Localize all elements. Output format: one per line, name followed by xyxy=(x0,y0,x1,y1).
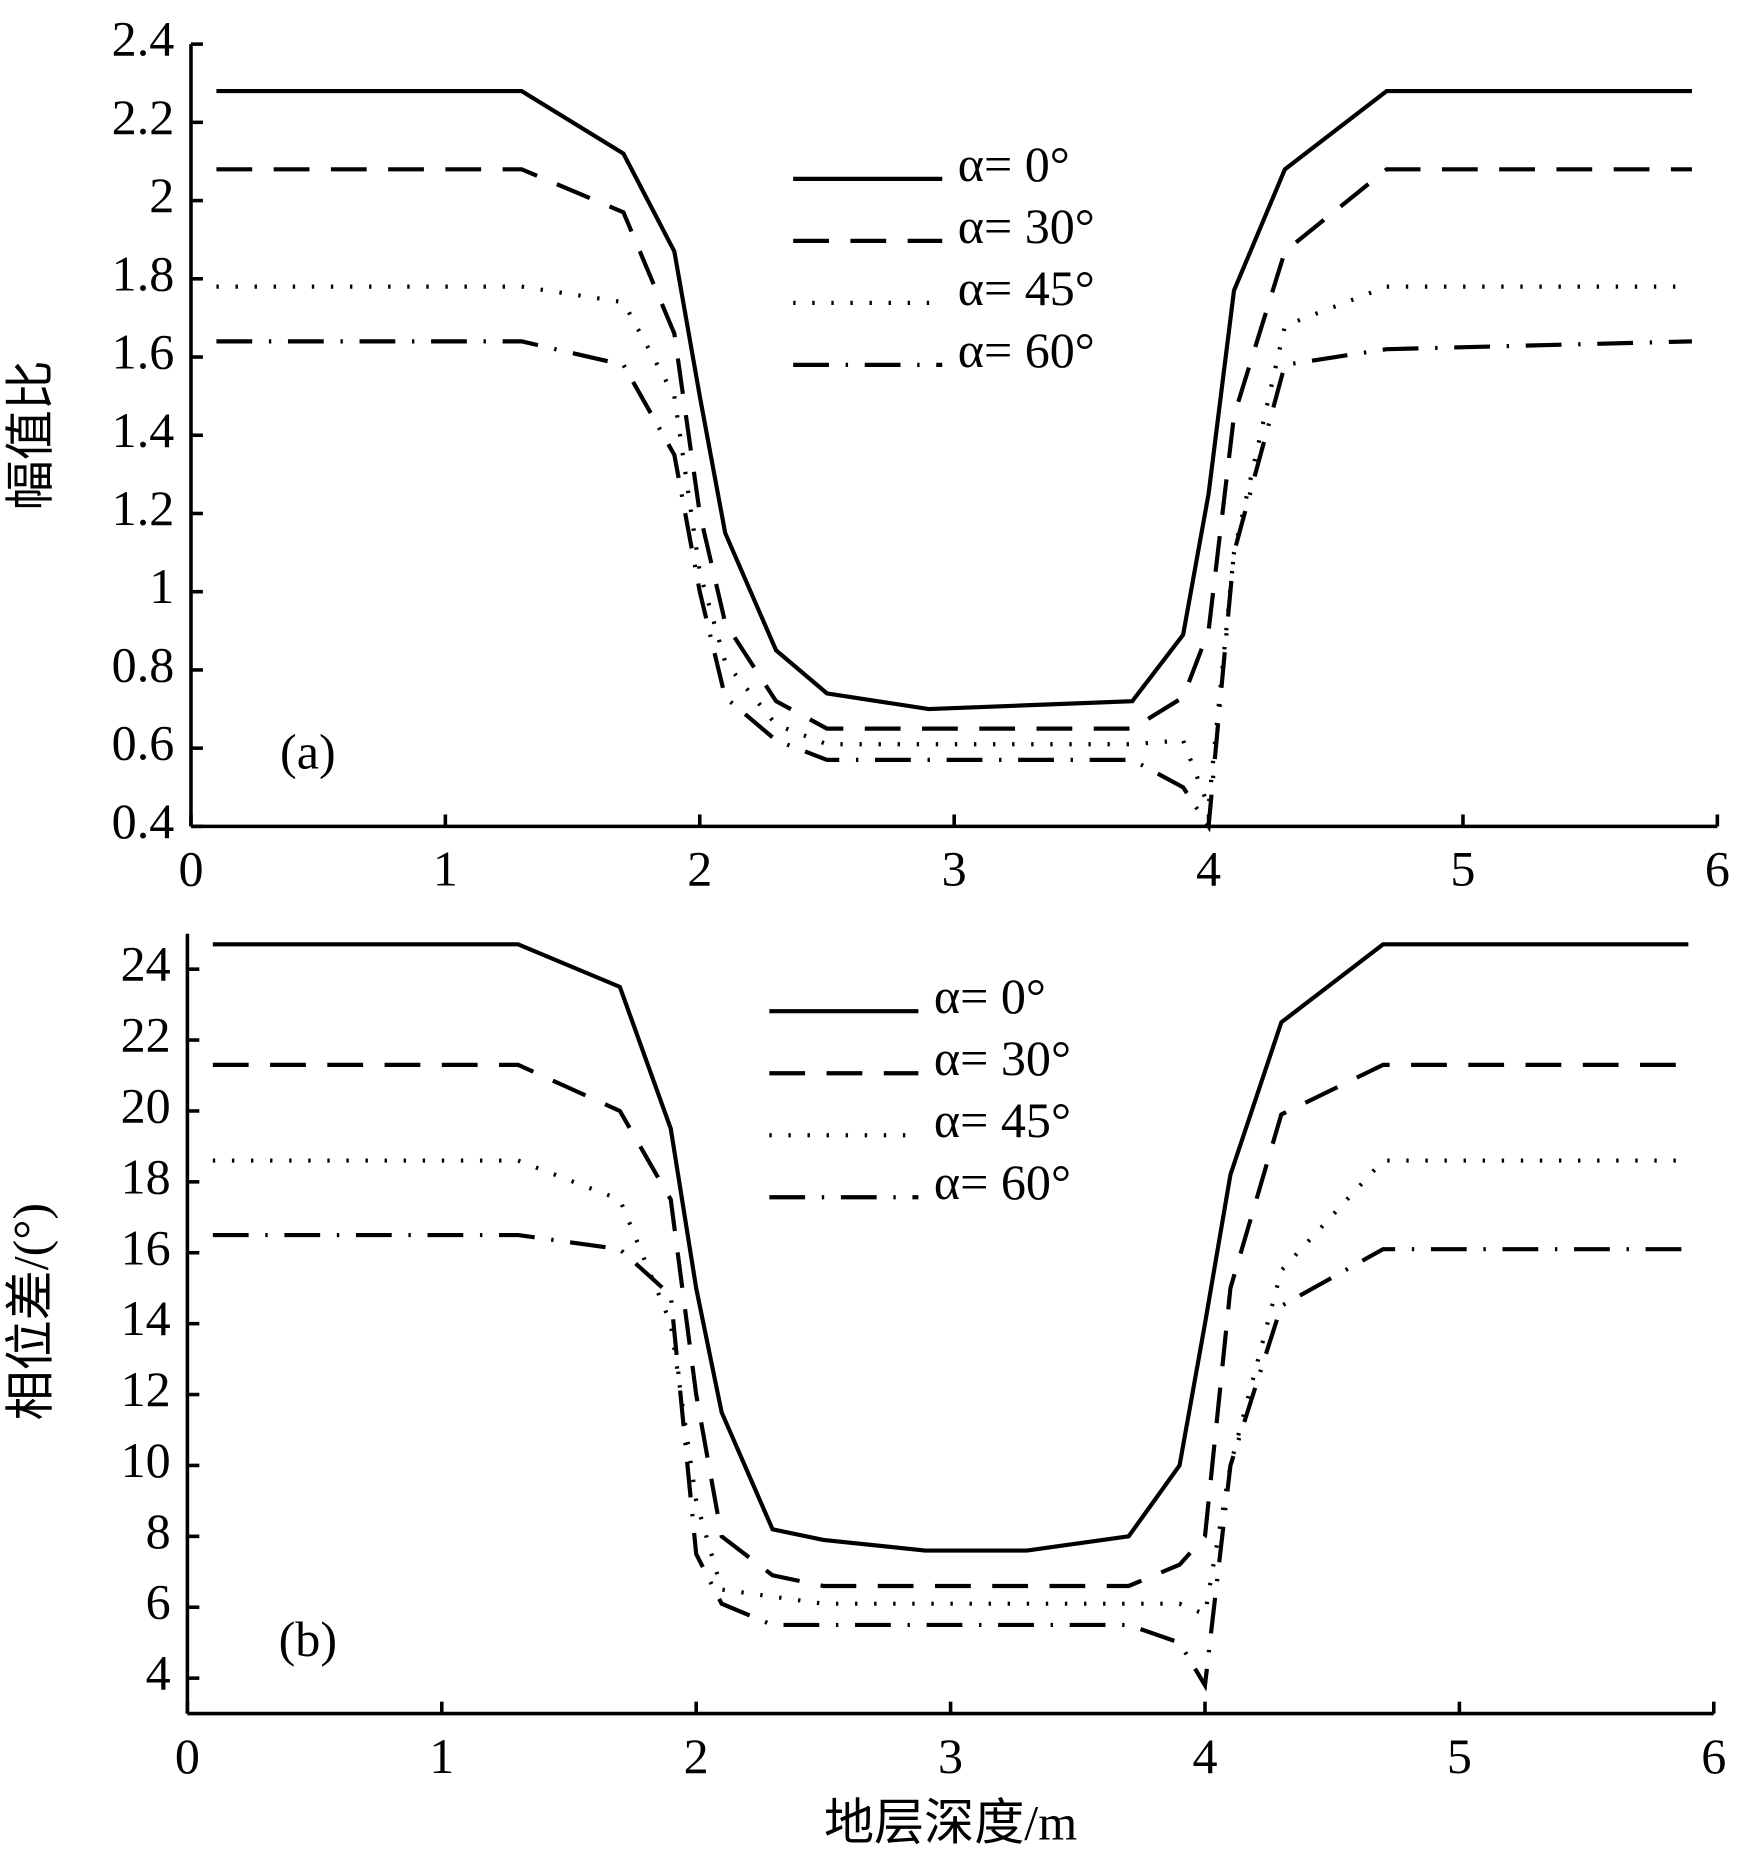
x-tick-label: 0 xyxy=(175,1728,200,1784)
y-tick-label: 1.2 xyxy=(112,480,175,536)
series-line xyxy=(216,339,1692,833)
x-tick-label: 6 xyxy=(1701,1728,1726,1784)
legend-label: α= 45° xyxy=(934,1092,1071,1148)
series-line xyxy=(212,1062,1689,1589)
x-tick-label: 4 xyxy=(1196,841,1221,897)
x-tick-label: 5 xyxy=(1450,841,1475,897)
y-tick-label: 1.8 xyxy=(112,245,175,301)
legend-label: α= 30° xyxy=(958,198,1095,254)
series-line xyxy=(212,1232,1689,1692)
legend-label: α= 60° xyxy=(958,322,1095,378)
y-tick-label: 2.4 xyxy=(112,11,175,67)
y-tick-label: 10 xyxy=(121,1432,171,1488)
legend-label: α= 45° xyxy=(958,260,1095,316)
y-tick-label: 16 xyxy=(121,1219,171,1275)
panel-label: (b) xyxy=(279,1611,337,1667)
x-tick-label: 1 xyxy=(433,841,458,897)
x-tick-label: 6 xyxy=(1705,841,1730,897)
y-tick-label: 6 xyxy=(146,1574,171,1630)
x-tick-label: 2 xyxy=(687,841,712,897)
legend-label: α= 30° xyxy=(934,1030,1071,1086)
y-tick-label: 18 xyxy=(121,1148,171,1204)
y-tick-label: 22 xyxy=(121,1007,171,1063)
series-line xyxy=(212,942,1689,1553)
y-tick-label: 20 xyxy=(121,1077,171,1133)
x-axis-label: 地层深度/m xyxy=(824,1795,1077,1851)
y-tick-label: 1 xyxy=(149,558,174,614)
y-tick-label: 2.2 xyxy=(112,89,175,145)
x-tick-label: 4 xyxy=(1192,1728,1217,1784)
legend-label: α= 60° xyxy=(934,1154,1071,1210)
x-tick-label: 2 xyxy=(684,1728,709,1784)
series-line xyxy=(216,167,1692,731)
x-tick-label: 5 xyxy=(1447,1728,1472,1784)
y-tick-label: 4 xyxy=(146,1645,171,1701)
y-tick-label: 0.4 xyxy=(112,793,175,849)
y-tick-label: 2 xyxy=(149,167,174,223)
panel-label: (a) xyxy=(280,724,336,780)
x-tick-label: 3 xyxy=(938,1728,963,1784)
y-tick-label: 14 xyxy=(121,1290,171,1346)
series-line xyxy=(212,1158,1689,1618)
x-tick-label: 3 xyxy=(942,841,967,897)
y-tick-label: 24 xyxy=(121,936,171,992)
y-tick-label: 0.8 xyxy=(112,636,175,692)
y-tick-label: 1.4 xyxy=(112,402,175,458)
legend-label: α= 0° xyxy=(934,968,1046,1024)
x-tick-label: 1 xyxy=(429,1728,454,1784)
y-axis-label: 幅值比 xyxy=(2,360,58,510)
x-tick-label: 0 xyxy=(178,841,203,897)
y-tick-label: 8 xyxy=(146,1503,171,1559)
y-axis-label: 相位差/(°) xyxy=(2,1203,58,1421)
y-tick-label: 0.6 xyxy=(112,715,175,771)
y-tick-label: 1.6 xyxy=(112,324,175,380)
series-line xyxy=(216,88,1692,712)
y-tick-label: 12 xyxy=(121,1361,171,1417)
legend-label: α= 0° xyxy=(958,136,1070,192)
